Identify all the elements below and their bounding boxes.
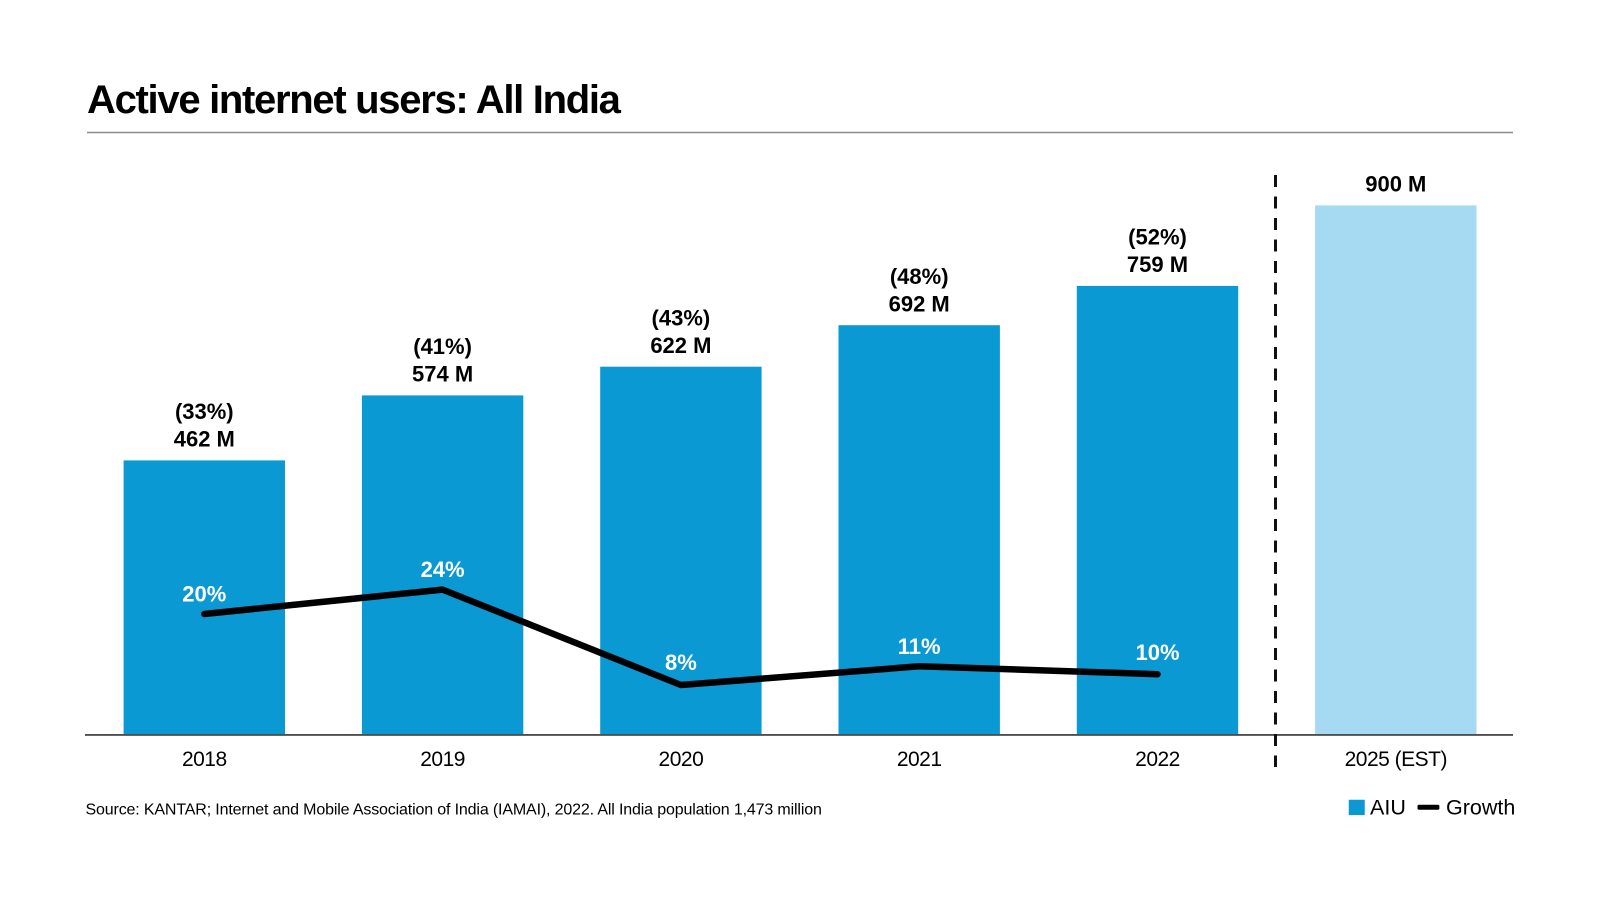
svg-text:24%: 24% — [421, 557, 465, 582]
svg-text:2025 (EST): 2025 (EST) — [1345, 748, 1447, 771]
svg-text:759 M: 759 M — [1127, 252, 1188, 277]
svg-text:692 M: 692 M — [889, 291, 950, 316]
svg-text:Growth: Growth — [1446, 796, 1515, 820]
svg-text:574 M: 574 M — [412, 362, 473, 387]
svg-text:(52%): (52%) — [1128, 225, 1187, 250]
svg-text:11%: 11% — [898, 634, 941, 659]
svg-text:900 M: 900 M — [1365, 171, 1426, 196]
svg-text:2021: 2021 — [897, 748, 942, 771]
svg-text:2022: 2022 — [1135, 748, 1180, 771]
svg-text:622 M: 622 M — [650, 333, 711, 358]
svg-text:10%: 10% — [1135, 640, 1179, 665]
svg-text:2020: 2020 — [659, 748, 704, 771]
svg-text:20%: 20% — [182, 582, 226, 607]
svg-text:(43%): (43%) — [652, 305, 711, 330]
svg-text:462 M: 462 M — [174, 427, 235, 452]
svg-text:(33%): (33%) — [175, 399, 234, 424]
svg-text:AIU: AIU — [1370, 796, 1406, 820]
svg-text:2018: 2018 — [182, 748, 227, 771]
svg-text:Source: KANTAR; Internet and M: Source: KANTAR; Internet and Mobile Asso… — [86, 802, 822, 819]
svg-text:(48%): (48%) — [890, 264, 949, 289]
svg-text:8%: 8% — [665, 650, 697, 675]
svg-text:2019: 2019 — [420, 748, 465, 771]
svg-text:Active internet users: All Ind: Active internet users: All India — [87, 78, 622, 122]
svg-text:(41%): (41%) — [413, 334, 472, 359]
